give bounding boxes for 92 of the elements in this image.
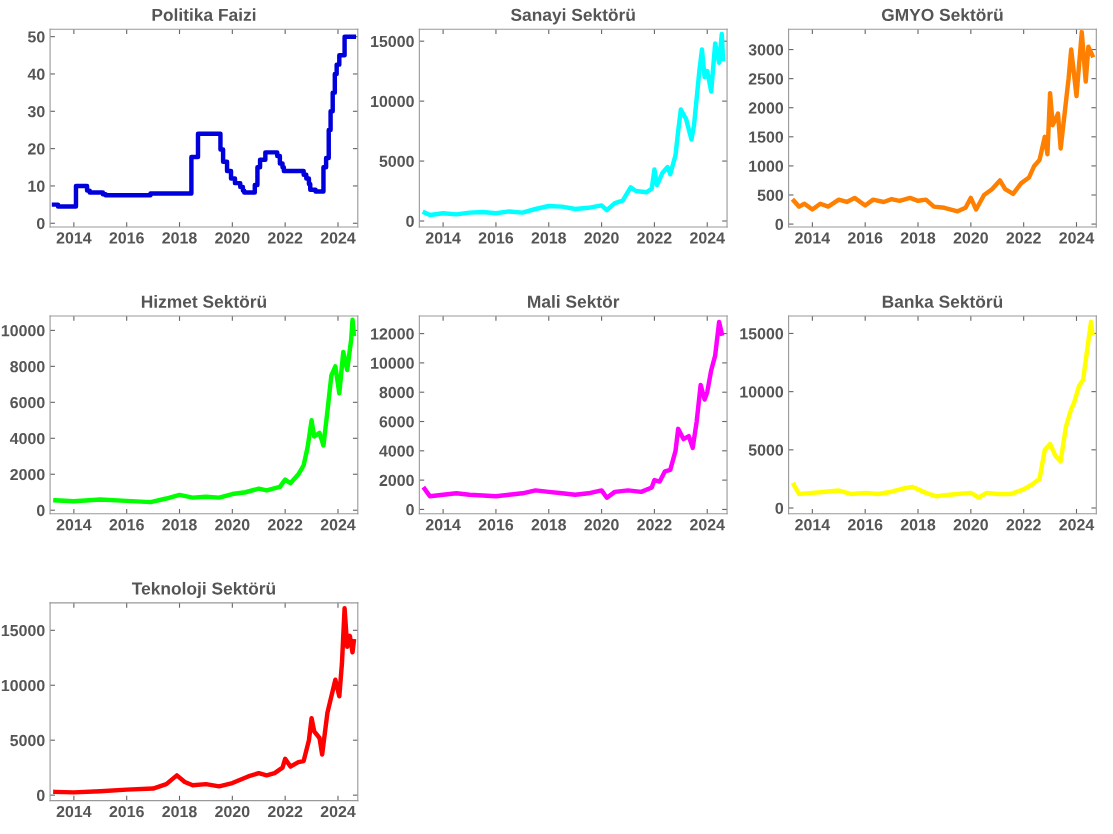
y-tick-label: 30 — [27, 105, 45, 118]
y-tick-label: 10000 — [1, 679, 45, 692]
y-tick-label: 10000 — [371, 357, 414, 369]
y-tick-label: 8000 — [379, 386, 414, 399]
x-tick-label: 2018 — [162, 805, 197, 818]
x-tick-label: 2018 — [531, 232, 567, 244]
y-tick-label: 10000 — [740, 386, 784, 398]
x-tick-label: 2020 — [215, 519, 250, 531]
y-tick-label: 0 — [36, 504, 45, 517]
y-tick-label: 40 — [27, 68, 45, 80]
line-series — [53, 606, 357, 795]
chart-title: GMYO Sektörü — [881, 8, 1003, 22]
y-tick-label: 1000 — [749, 160, 784, 172]
line-series — [791, 319, 1095, 500]
x-tick-label: 2016 — [109, 519, 144, 531]
y-tick-label: 2000 — [379, 474, 414, 487]
x-tick-label: 2020 — [215, 805, 250, 818]
x-tick-label: 2020 — [953, 519, 988, 531]
y-tick-label: 5000 — [379, 155, 414, 168]
y-tick-label: 12000 — [371, 328, 414, 340]
y-tick-label: 2000 — [748, 102, 784, 114]
x-tick-label: 2014 — [56, 232, 92, 244]
x-tick-label: 2024 — [320, 232, 356, 244]
chart-title: Banka Sektörü — [882, 295, 1003, 308]
x-tick-label: 2022 — [1006, 232, 1041, 244]
y-tick-label: 10 — [28, 180, 45, 192]
x-tick-label: 2018 — [162, 519, 197, 531]
x-tick-label: 2018 — [531, 519, 567, 531]
x-tick-label: 2016 — [847, 232, 883, 244]
x-tick-label: 2016 — [847, 519, 883, 531]
x-tick-label: 2024 — [1059, 519, 1095, 531]
y-tick-label: 20 — [28, 143, 45, 155]
y-tick-label: 2500 — [748, 73, 784, 85]
line-series — [422, 31, 726, 218]
x-tick-label: 2022 — [1006, 519, 1041, 531]
x-tick-label: 2016 — [109, 805, 144, 818]
y-tick-label: 4000 — [379, 445, 414, 457]
x-tick-label: 2020 — [953, 232, 988, 244]
y-tick-label: 500 — [757, 189, 784, 201]
y-tick-label: 5000 — [10, 734, 45, 747]
y-tick-label: 5000 — [748, 444, 784, 456]
x-tick-label: 2022 — [267, 519, 303, 531]
x-tick-label: 2018 — [900, 232, 936, 244]
chart-title: Politika Faizi — [152, 8, 256, 22]
x-tick-label: 2014 — [425, 232, 461, 244]
x-tick-label: 2014 — [425, 519, 461, 531]
y-tick-label: 10000 — [371, 95, 414, 108]
y-tick-label: 15000 — [1, 624, 45, 637]
y-tick-label: 8000 — [10, 361, 45, 373]
x-tick-label: 2020 — [584, 232, 619, 244]
x-tick-label: 2014 — [795, 519, 831, 531]
x-tick-label: 2016 — [478, 232, 514, 244]
x-tick-label: 2022 — [267, 232, 303, 244]
y-tick-label: 6000 — [379, 416, 414, 428]
x-tick-label: 2016 — [478, 519, 514, 531]
y-tick-label: 10000 — [1, 325, 45, 337]
y-tick-label: 0 — [36, 789, 45, 802]
x-tick-label: 2022 — [637, 232, 672, 244]
y-tick-label: 0 — [775, 502, 784, 514]
x-tick-label: 2014 — [795, 232, 831, 244]
x-tick-label: 2020 — [215, 232, 250, 244]
x-tick-label: 2024 — [320, 805, 356, 818]
y-tick-label: 6000 — [10, 396, 45, 409]
x-tick-label: 2022 — [267, 805, 303, 818]
x-tick-label: 2024 — [320, 519, 356, 531]
x-tick-label: 2024 — [1059, 232, 1095, 244]
y-tick-label: 0 — [406, 215, 414, 227]
chart-title: Hizmet Sektörü — [141, 295, 266, 308]
chart-title: Teknoloji Sektörü — [131, 581, 275, 599]
x-tick-label: 2020 — [584, 519, 619, 531]
y-tick-label: 15000 — [740, 328, 784, 340]
y-tick-label: 0 — [36, 217, 45, 230]
line-series — [422, 319, 724, 500]
x-tick-label: 2014 — [56, 519, 92, 531]
x-tick-label: 2016 — [109, 232, 144, 244]
chart-title: Sanayi Sektörü — [510, 8, 635, 25]
x-tick-label: 2018 — [900, 519, 936, 531]
y-tick-label: 3000 — [748, 44, 784, 56]
y-tick-label: 1500 — [749, 131, 784, 143]
y-tick-label: 15000 — [371, 35, 414, 48]
x-tick-label: 2024 — [690, 519, 725, 531]
chart-title: Mali Sektör — [528, 295, 620, 308]
y-tick-label: 50 — [27, 31, 45, 43]
y-tick-label: 4000 — [9, 432, 45, 445]
y-tick-label: 0 — [406, 504, 414, 516]
x-tick-label: 2018 — [162, 232, 197, 244]
x-tick-label: 2014 — [56, 805, 92, 818]
x-tick-label: 2024 — [690, 232, 725, 244]
line-series — [53, 317, 357, 505]
y-tick-label: 2000 — [10, 468, 45, 481]
x-tick-label: 2022 — [637, 519, 672, 531]
y-tick-label: 0 — [775, 218, 784, 231]
